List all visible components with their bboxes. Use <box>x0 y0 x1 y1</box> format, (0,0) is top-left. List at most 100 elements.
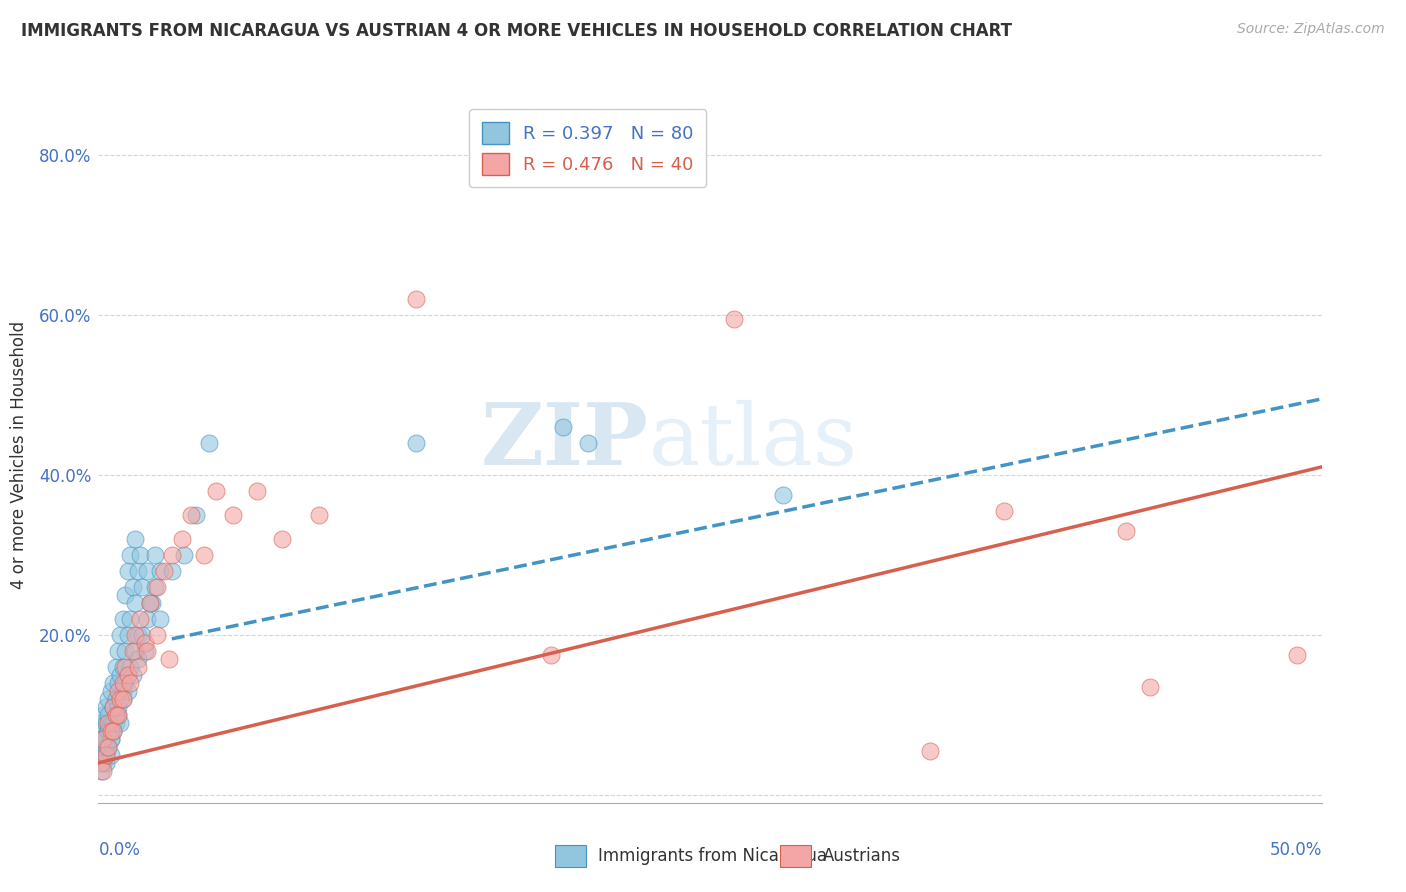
Point <box>114 588 136 602</box>
Point <box>104 660 127 674</box>
Point <box>139 596 162 610</box>
Point <box>91 707 114 722</box>
Point <box>111 612 134 626</box>
Text: Austrians: Austrians <box>823 847 900 865</box>
Point <box>160 548 183 562</box>
Point <box>222 508 245 522</box>
Point <box>124 596 146 610</box>
Point <box>97 739 120 754</box>
Point <box>107 644 129 658</box>
Point <box>100 715 122 730</box>
Point <box>110 691 132 706</box>
Point <box>90 764 112 778</box>
Point <box>104 715 127 730</box>
Point <box>920 744 942 758</box>
Point <box>129 548 152 562</box>
Point <box>97 707 120 722</box>
Point <box>91 739 114 754</box>
Point <box>114 676 136 690</box>
Point <box>405 436 427 450</box>
Point <box>91 764 114 778</box>
Point <box>107 707 129 722</box>
Point <box>146 628 169 642</box>
Point <box>149 612 172 626</box>
Point <box>110 668 132 682</box>
Point <box>308 508 330 522</box>
Point <box>1115 524 1137 538</box>
Point <box>134 636 156 650</box>
Point <box>107 699 129 714</box>
Point <box>136 644 159 658</box>
Point <box>100 723 122 738</box>
Point <box>127 652 149 666</box>
Point <box>97 739 120 754</box>
Point <box>117 683 139 698</box>
Point <box>117 668 139 682</box>
Point <box>120 612 142 626</box>
Point <box>129 612 152 626</box>
Point <box>723 312 745 326</box>
Point <box>576 436 599 450</box>
Point <box>160 564 183 578</box>
Point <box>100 683 122 698</box>
Point <box>91 756 114 770</box>
Point <box>101 723 124 738</box>
Point <box>111 691 134 706</box>
Point <box>101 699 124 714</box>
Point <box>101 699 124 714</box>
Point <box>117 628 139 642</box>
Point <box>131 628 153 642</box>
Point <box>111 676 134 690</box>
Point <box>90 756 112 770</box>
Point <box>153 564 176 578</box>
Point <box>91 747 114 762</box>
Point <box>117 564 139 578</box>
Point <box>120 660 142 674</box>
Point <box>111 691 134 706</box>
Point <box>114 660 136 674</box>
Point <box>136 564 159 578</box>
Point <box>90 747 112 762</box>
Point <box>772 488 794 502</box>
Text: 0.0%: 0.0% <box>98 841 141 859</box>
Point <box>107 707 129 722</box>
Point <box>107 683 129 698</box>
Point <box>124 628 146 642</box>
Point <box>180 508 202 522</box>
Point <box>139 596 162 610</box>
Point <box>1286 648 1309 662</box>
Point <box>120 676 142 690</box>
Point <box>104 707 127 722</box>
Point <box>186 508 208 522</box>
Point <box>131 580 153 594</box>
Point <box>134 644 156 658</box>
Point <box>124 532 146 546</box>
Point <box>91 731 114 746</box>
Point <box>101 723 124 738</box>
Point <box>173 548 195 562</box>
Point <box>94 756 117 770</box>
Point <box>90 715 112 730</box>
Point <box>121 644 143 658</box>
Point <box>246 483 269 498</box>
Point <box>205 483 228 498</box>
Point <box>405 292 427 306</box>
Point <box>114 644 136 658</box>
Text: Source: ZipAtlas.com: Source: ZipAtlas.com <box>1237 22 1385 37</box>
Text: atlas: atlas <box>648 400 858 483</box>
Point <box>97 715 120 730</box>
Point <box>127 564 149 578</box>
Point <box>143 580 166 594</box>
Point <box>157 652 180 666</box>
Point <box>100 731 122 746</box>
Point <box>141 596 163 610</box>
Text: IMMIGRANTS FROM NICARAGUA VS AUSTRIAN 4 OR MORE VEHICLES IN HOUSEHOLD CORRELATIO: IMMIGRANTS FROM NICARAGUA VS AUSTRIAN 4 … <box>21 22 1012 40</box>
Point <box>149 564 172 578</box>
Point <box>1139 680 1161 694</box>
Point <box>94 747 117 762</box>
Point <box>993 504 1015 518</box>
Point <box>121 580 143 594</box>
Point <box>110 628 132 642</box>
Text: ZIP: ZIP <box>481 399 648 483</box>
Point <box>111 660 134 674</box>
